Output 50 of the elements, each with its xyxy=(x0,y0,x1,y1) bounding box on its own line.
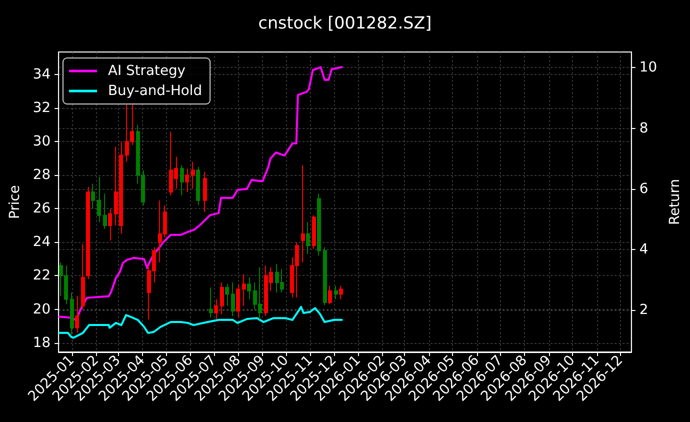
candlestick xyxy=(70,292,74,335)
y-tick-label: 32 xyxy=(32,100,51,116)
candlestick xyxy=(75,295,79,334)
y-tick-label: 28 xyxy=(32,167,51,184)
candlestick xyxy=(301,164,305,263)
candlestick xyxy=(323,246,327,306)
line-series xyxy=(58,66,343,321)
candlestick xyxy=(247,276,251,300)
candlestick xyxy=(231,282,235,316)
y-tick-label: 34 xyxy=(32,66,51,83)
y-axis-title: Price xyxy=(7,185,23,219)
candlestick xyxy=(86,186,90,280)
candlestick xyxy=(203,171,207,213)
candlestick xyxy=(220,282,224,315)
candlestick xyxy=(191,161,195,190)
y2-tick-label: 8 xyxy=(639,120,648,136)
y2-tick-label: 6 xyxy=(639,180,648,197)
candlestick xyxy=(209,286,213,318)
y-tick-label: 26 xyxy=(32,200,51,217)
candlestick xyxy=(312,214,316,250)
candlestick xyxy=(225,284,229,306)
y-tick-label: 24 xyxy=(32,234,51,250)
candlestick xyxy=(317,193,321,256)
candlestick xyxy=(103,193,107,230)
y2-tick-label: 4 xyxy=(639,241,648,258)
y-tick-label: 18 xyxy=(32,334,51,351)
candlestick xyxy=(214,298,218,320)
candlestick xyxy=(339,285,343,300)
candlestick xyxy=(108,208,112,242)
candlestick xyxy=(196,166,200,206)
chart-title: cnstock [001282.SZ] xyxy=(258,12,432,32)
y-tick-label: 20 xyxy=(32,301,51,318)
legend-label: Buy-and-Hold xyxy=(108,83,202,99)
line-series xyxy=(58,306,343,339)
candlestick xyxy=(97,176,101,223)
y-tick-label: 22 xyxy=(32,268,51,284)
candlestick xyxy=(242,274,246,306)
candlestick xyxy=(180,164,184,196)
candlestick xyxy=(328,285,332,305)
candlestick xyxy=(306,222,310,254)
candlestick xyxy=(334,285,338,300)
y2-axis-title: Return xyxy=(667,178,683,226)
candlestick xyxy=(91,183,95,210)
y2-tick-label: 2 xyxy=(639,302,648,318)
y2-tick-label: 10 xyxy=(639,60,658,76)
y-tick-label: 30 xyxy=(32,134,51,150)
candlestick xyxy=(81,243,85,310)
legend-label: AI Strategy xyxy=(108,63,186,79)
candlestick xyxy=(185,168,189,192)
candlestick xyxy=(236,284,240,318)
